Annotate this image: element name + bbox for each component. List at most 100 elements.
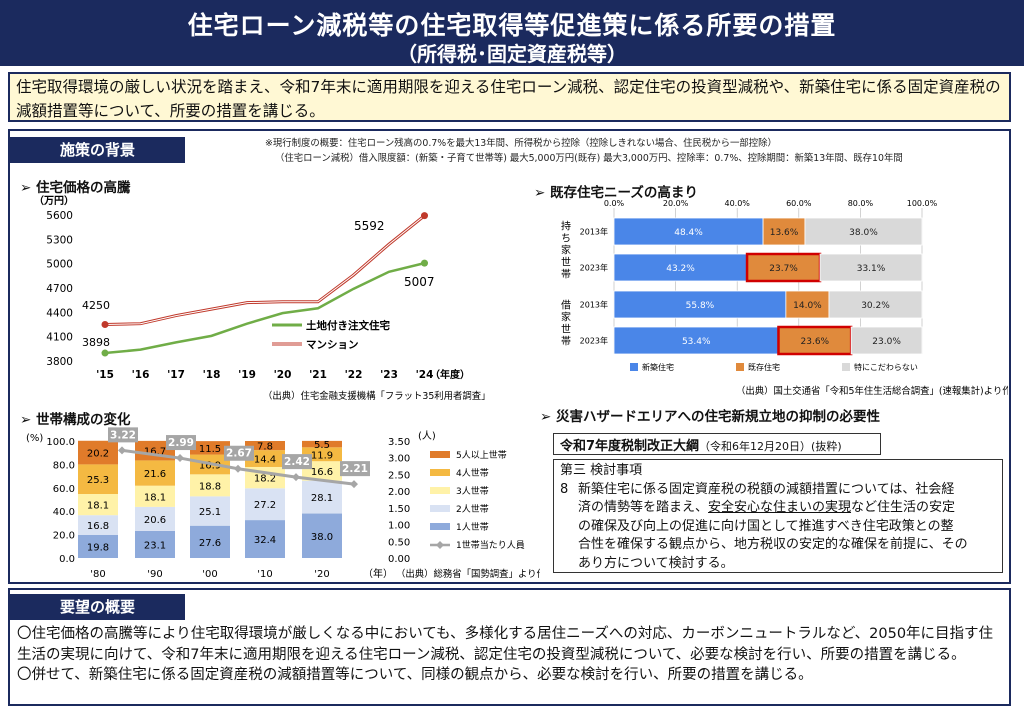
needs-bar-segment xyxy=(850,326,923,355)
price-year-label: （年度） xyxy=(430,368,470,381)
tax-outline-item-no: 8 xyxy=(560,481,569,497)
household-bar-label: 18.1 xyxy=(87,501,109,512)
household-bar-label: 5.5 xyxy=(314,440,330,451)
needs-bar-label: 23.0% xyxy=(872,337,901,347)
household-bar-label: 7.8 xyxy=(257,442,273,453)
needs-bar-label: 48.4% xyxy=(674,228,703,238)
price-xtick: '15 xyxy=(96,369,114,381)
household-avg-point xyxy=(292,473,300,482)
household-heading-row: ➢ 世帯構成の変化 xyxy=(20,408,131,428)
price-xtick: '16 xyxy=(132,369,150,381)
needs-group-label-char: 借 xyxy=(561,300,571,312)
needs-group-label-char: 家 xyxy=(561,311,571,324)
household-left-unit: (%) xyxy=(26,433,43,444)
household-legend-label: 1人世帯 xyxy=(456,521,489,533)
hazard-heading: 災害ハザードエリアへの住宅新規立地の抑制の必要性 xyxy=(556,409,881,425)
needs-bar-segment xyxy=(613,253,748,282)
request-para-2: 〇併せて、新築住宅に係る固定資産税の減額措置等について、同様の観点から、必要な検… xyxy=(17,667,813,683)
household-xtick: '90 xyxy=(147,569,162,580)
needs-group-label-char: 持 xyxy=(561,220,571,233)
household-bar-label: 16.8 xyxy=(87,521,109,532)
legend-label-green: 土地付き注文住宅 xyxy=(306,319,390,332)
hazard-heading-row: ➢ 災害ハザードエリアへの住宅新規立地の抑制の必要性 xyxy=(540,405,880,425)
household-right-tick: 3.00 xyxy=(388,454,410,465)
page-subtitle: （所得税･固定資産税等） xyxy=(397,42,627,66)
needs-bar-segment xyxy=(762,217,806,246)
household-xtick: '00 xyxy=(202,569,217,580)
tax-outline-title: 令和7年度税制改正大綱（令和6年12月20日）(抜粋) xyxy=(553,433,881,455)
household-avg-label: 3.22 xyxy=(110,429,136,441)
household-xtick: '20 xyxy=(314,569,329,580)
needs-xtick: 40.0% xyxy=(724,199,750,208)
household-avg-label-bg xyxy=(224,445,254,461)
household-bar-label: 28.1 xyxy=(311,493,333,504)
household-bar-label: 18.8 xyxy=(199,481,221,492)
price-heading: 住宅価格の高騰 xyxy=(36,180,131,196)
household-avg-label-bg xyxy=(340,461,370,477)
household-bar-segment xyxy=(190,496,230,526)
price-ytick: 4700 xyxy=(46,283,73,295)
needs-bar-segment xyxy=(828,290,923,319)
price-xtick: '21 xyxy=(309,369,327,381)
household-bar-label: 14.4 xyxy=(254,455,276,466)
household-avg-label-bg xyxy=(282,454,312,470)
household-legend-swatch xyxy=(430,451,450,458)
household-bar-segment xyxy=(302,440,342,448)
household-bar-segment xyxy=(190,474,230,497)
note-line-2: （住宅ローン減税）借入限度額：(新築・子育て世帯等) 最大5,000万円(既存)… xyxy=(275,153,903,164)
household-bar-label: 23.1 xyxy=(144,540,166,551)
background-panel xyxy=(8,129,1011,584)
household-legend-label: 5人以上世帯 xyxy=(456,449,507,461)
household-legend-label: 4人世帯 xyxy=(456,467,489,479)
needs-bar-label: 53.4% xyxy=(682,337,711,347)
needs-group-label-char: ち xyxy=(561,233,571,245)
household-bar-label: 38.0 xyxy=(311,532,333,543)
note-line-1: ※現行制度の概要：住宅ローン残高の0.7%を最大13年間、所得税から控除（控除し… xyxy=(265,138,777,149)
household-bar-segment xyxy=(78,464,118,495)
household-bar-label: 20.6 xyxy=(144,515,166,526)
needs-chart: 0.0% 20.0% 40.0% 60.0% 80.0% 100.0% 持ち家世帯2013… xyxy=(561,199,1008,397)
tax-outline-box: 第三 検討事項 8 新築住宅に係る固定資産税の税額の減額措置については、社会経 … xyxy=(553,459,1003,573)
price-ytick: 4100 xyxy=(46,332,73,344)
price-xtick: '18 xyxy=(203,369,221,381)
needs-group-label-char: 世 xyxy=(561,257,571,269)
household-xtick: '80 xyxy=(90,569,105,580)
price-label-green-end: 5007 xyxy=(404,275,435,289)
household-bar-label: 21.6 xyxy=(144,469,166,480)
needs-row-year: 2023年 xyxy=(580,263,608,273)
price-xtick: '24 xyxy=(416,369,434,381)
price-xtick: '23 xyxy=(380,369,398,381)
tax-outline-line-4: 合性を確保する観点から、地方税収の安定的な確保を前提に、その xyxy=(578,537,968,552)
household-right-unit: (人) xyxy=(418,430,436,442)
household-bar-label: 16.7 xyxy=(144,447,166,458)
price-chart: （万円） 5600 5300 5000 4700 4400 4100 3800 '15 '16… xyxy=(34,194,491,402)
price-unit: （万円） xyxy=(34,194,74,207)
household-right-tick: 1.50 xyxy=(388,504,410,515)
system-note: ※現行制度の概要：住宅ローン残高の0.7%を最大13年間、所得税から控除（控除し… xyxy=(265,136,1005,166)
tax-outline-item-text: 新築住宅に係る固定資産税の税額の減額措置については、社会経 済の情勢等を踏まえ、… xyxy=(578,481,968,574)
price-xtick: '17 xyxy=(167,369,185,381)
needs-bar-label: 23.6% xyxy=(801,337,830,347)
household-bar-segment xyxy=(78,494,118,516)
arrow-icon: ➢ xyxy=(534,185,551,201)
needs-bar-label: 43.2% xyxy=(666,264,695,274)
needs-group-label-char: 帯 xyxy=(561,335,571,348)
tax-outline-line-2: 済の情勢等を踏まえ、安全安心な住まいの実現など住生活の安定 xyxy=(578,500,956,515)
price-ytick: 4400 xyxy=(46,307,73,319)
price-point xyxy=(101,321,109,328)
header-banner: 住宅ローン減税等の住宅取得等促進策に係る所要の措置 （所得税･固定資産税等） xyxy=(0,0,1024,66)
needs-legend-swatch xyxy=(842,363,850,371)
household-avg-point xyxy=(118,446,126,455)
needs-bar-label: 55.8% xyxy=(686,301,715,311)
needs-heading: 既存住宅ニーズの高まり xyxy=(550,185,698,201)
household-left-tick: 60.0 xyxy=(53,484,75,495)
needs-bar-segment xyxy=(613,290,787,319)
household-right-tick: 0.00 xyxy=(388,554,410,565)
household-bar-segment xyxy=(190,525,230,558)
needs-bar-label: 13.6% xyxy=(770,228,799,238)
household-bar-segment xyxy=(78,534,118,558)
price-point xyxy=(101,349,109,357)
price-series-line-inner xyxy=(104,215,425,325)
price-xtick: '19 xyxy=(238,369,256,381)
needs-xtick: 60.0% xyxy=(786,199,812,208)
